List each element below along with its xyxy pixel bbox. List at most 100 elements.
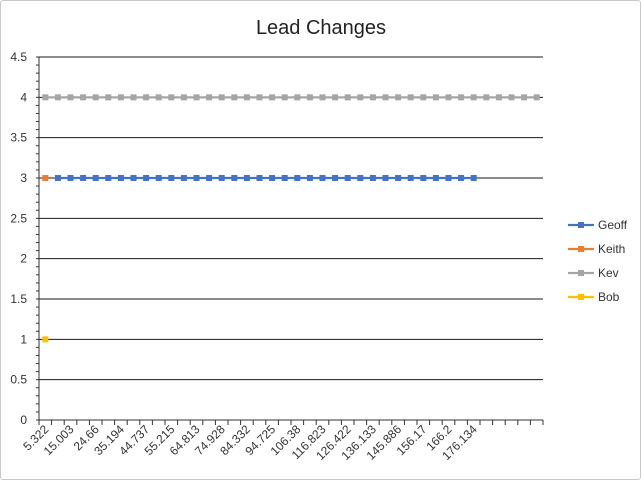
legend: Geoff Keith Kev Bob <box>568 218 628 304</box>
data-point <box>369 175 376 181</box>
data-point <box>420 175 427 181</box>
data-point <box>42 336 49 343</box>
data-point <box>369 94 376 101</box>
data-point <box>332 175 339 181</box>
data-point <box>470 175 477 181</box>
data-point <box>306 175 313 181</box>
data-point <box>432 175 439 181</box>
data-point <box>319 94 326 101</box>
y-tick-label: 3 <box>20 171 27 185</box>
data-point <box>218 175 225 181</box>
data-point <box>180 175 187 181</box>
data-point <box>80 94 87 101</box>
data-point <box>231 94 238 101</box>
data-point <box>508 94 515 101</box>
data-point <box>458 175 465 181</box>
data-point <box>243 94 250 101</box>
data-point <box>533 94 540 101</box>
y-tick-label: 0 <box>20 413 27 427</box>
data-point <box>117 94 124 101</box>
data-point <box>42 94 49 101</box>
data-point <box>294 94 301 101</box>
legend-label: Kev <box>598 266 619 280</box>
y-tick-label: 1.5 <box>10 292 27 306</box>
data-point <box>483 94 490 101</box>
data-point <box>67 94 74 101</box>
data-point <box>420 94 427 101</box>
data-point <box>206 175 213 181</box>
gridlines <box>39 56 543 381</box>
data-point <box>105 94 112 101</box>
data-point <box>92 94 99 101</box>
legend-item-kev: Kev <box>568 266 619 280</box>
chart-title: Lead Changes <box>256 17 386 39</box>
legend-marker <box>578 246 584 252</box>
data-point <box>67 175 74 181</box>
legend-item-keith: Keith <box>568 242 625 256</box>
axes <box>36 56 544 425</box>
data-point <box>332 94 339 101</box>
data-point <box>180 94 187 101</box>
data-point <box>256 175 263 181</box>
data-point <box>470 94 477 101</box>
data-point <box>407 94 414 101</box>
series-layer <box>42 94 540 343</box>
y-tick-label: 4.5 <box>10 50 27 64</box>
series-bob <box>42 336 49 343</box>
y-tick-labels: 0 0.5 1 1.5 2 2.5 3 3.5 4 4.5 <box>10 50 27 427</box>
series-keith <box>42 175 49 181</box>
data-point <box>495 94 502 101</box>
data-point <box>357 94 364 101</box>
y-tick-label: 0.5 <box>10 373 27 387</box>
data-point <box>344 175 351 181</box>
data-point <box>193 94 200 101</box>
data-point <box>382 175 389 181</box>
data-point <box>155 175 162 181</box>
data-point <box>54 94 61 101</box>
y-tick-label: 3.5 <box>10 131 27 145</box>
legend-marker <box>578 270 584 276</box>
data-point <box>54 175 61 181</box>
data-point <box>407 175 414 181</box>
data-point <box>445 94 452 101</box>
data-point <box>382 94 389 101</box>
data-point <box>117 175 124 181</box>
data-point <box>344 94 351 101</box>
data-point <box>231 175 238 181</box>
data-point <box>269 175 276 181</box>
x-tick-labels: 5.32215.00324.6635.19444.73755.21564.813… <box>20 422 480 463</box>
data-point <box>294 175 301 181</box>
data-point <box>256 94 263 101</box>
series-geoff <box>54 175 477 181</box>
data-point <box>168 175 175 181</box>
data-point <box>143 94 150 101</box>
data-point <box>269 94 276 101</box>
legend-item-bob: Bob <box>568 290 620 304</box>
data-point <box>521 94 528 101</box>
legend-label: Keith <box>598 242 625 256</box>
data-point <box>357 175 364 181</box>
legend-item-geoff: Geoff <box>568 218 628 232</box>
legend-marker <box>578 294 584 300</box>
data-point <box>281 94 288 101</box>
data-point <box>155 94 162 101</box>
data-point <box>445 175 452 181</box>
data-point <box>218 94 225 101</box>
y-tick-label: 1 <box>20 332 27 346</box>
data-point <box>395 175 402 181</box>
data-point <box>281 175 288 181</box>
legend-marker <box>578 222 584 228</box>
data-point <box>319 175 326 181</box>
y-tick-label: 4 <box>20 90 27 104</box>
y-tick-label: 2 <box>20 252 27 266</box>
data-point <box>143 175 150 181</box>
series-kev <box>42 94 540 101</box>
data-point <box>42 175 49 181</box>
data-point <box>130 175 137 181</box>
y-tick-label: 2.5 <box>10 211 27 225</box>
data-point <box>458 94 465 101</box>
data-point <box>243 175 250 181</box>
data-point <box>432 94 439 101</box>
